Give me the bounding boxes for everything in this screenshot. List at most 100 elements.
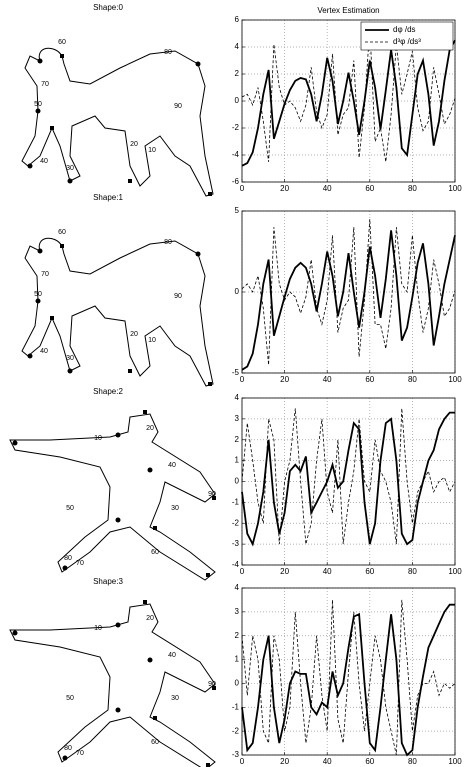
x-tick-label: 0 [240, 567, 245, 576]
legend-label: dφ /ds [393, 25, 416, 34]
vertex-marker [115, 432, 121, 438]
x-tick-label: 0 [240, 757, 245, 766]
y-tick-label: 4 [235, 393, 240, 402]
y-tick-label: 5 [235, 206, 240, 215]
vertex-label: 20 [146, 615, 154, 622]
y-tick-label: 3 [235, 607, 240, 616]
vertex-label: 50 [66, 695, 74, 702]
shape-title: Shape:0 [93, 3, 123, 12]
y-tick-label: 2 [235, 435, 240, 444]
vertex-marker [62, 755, 68, 761]
y-tick-label: 2 [235, 69, 240, 78]
x-tick-label: 40 [323, 567, 332, 576]
shape-outline [9, 413, 216, 581]
vertex-marker [128, 179, 132, 183]
vertex-marker [206, 763, 210, 767]
vertex-label: 60 [58, 229, 66, 236]
vertex-label: 40 [40, 348, 48, 355]
plot-frame [241, 19, 456, 183]
vertex-label: 10 [94, 435, 102, 442]
vertex-marker [212, 496, 216, 500]
vertex-marker [60, 244, 64, 248]
x-tick-label: 40 [323, 757, 332, 766]
shape-title: Shape:3 [93, 577, 123, 586]
x-tick-label: 100 [448, 757, 462, 766]
vertex-marker [143, 410, 147, 414]
vertex-label: 10 [148, 147, 156, 154]
y-tick-label: -2 [232, 726, 240, 735]
chart-title: Vertex Estimation [317, 6, 379, 15]
y-tick-label: 0 [235, 477, 240, 486]
vertex-label: 20 [130, 331, 138, 338]
vertex-label: 30 [171, 505, 179, 512]
y-tick-label: 3 [235, 414, 240, 423]
vertex-marker [128, 369, 132, 373]
series-line [241, 411, 455, 547]
y-tick-label: -2 [232, 518, 240, 527]
plot-frame [241, 210, 456, 374]
x-tick-label: 80 [408, 757, 417, 766]
y-tick-label: -3 [232, 750, 240, 759]
y-tick-label: -1 [232, 497, 240, 506]
y-tick-label: 6 [235, 15, 240, 24]
x-tick-label: 60 [365, 184, 374, 193]
vertex-label: 40 [40, 158, 48, 165]
plot-frame [241, 587, 456, 756]
x-tick-label: 100 [448, 184, 462, 193]
vertex-label: 50 [66, 505, 74, 512]
vertex-marker [153, 716, 157, 720]
shape-outline [21, 47, 214, 197]
series-line [241, 39, 456, 167]
x-tick-label: 0 [240, 184, 245, 193]
y-tick-label: -3 [232, 539, 240, 548]
vertex-marker [50, 126, 54, 130]
y-tick-label: -6 [232, 177, 240, 186]
y-tick-label: -5 [232, 368, 240, 377]
x-tick-label: 60 [365, 757, 374, 766]
vertex-marker [212, 686, 216, 690]
vertex-label: 40 [168, 462, 176, 469]
vertex-marker [195, 251, 201, 257]
y-tick-label: -2 [232, 123, 240, 132]
x-tick-label: 60 [365, 375, 374, 384]
vertex-label: 50 [34, 291, 42, 298]
y-tick-label: -4 [232, 150, 240, 159]
legend-label: d³φ /ds³ [393, 37, 421, 46]
y-tick-label: -1 [232, 702, 240, 711]
vertex-marker [115, 707, 121, 713]
vertex-label: 20 [130, 141, 138, 148]
series-line [241, 219, 456, 365]
vertex-label: 60 [151, 549, 159, 556]
series-line [241, 26, 456, 162]
vertex-label: 40 [168, 652, 176, 659]
y-tick-label: 0 [235, 679, 240, 688]
vertex-label: 70 [41, 81, 49, 88]
vertex-label: 30 [66, 355, 74, 362]
vertex-label: 90 [174, 293, 182, 300]
y-tick-label: 4 [235, 42, 240, 51]
vertex-label: 50 [34, 101, 42, 108]
vertex-marker [153, 526, 157, 530]
vertex-marker [35, 108, 41, 114]
vertex-marker [206, 573, 210, 577]
vertex-label: 30 [171, 695, 179, 702]
shape-panel: 10 20 30 40 50 60 70 80 90 [21, 229, 214, 387]
series-line [241, 230, 456, 371]
x-tick-label: 40 [323, 184, 332, 193]
vertex-marker [12, 630, 18, 636]
vertex-label: 80 [64, 555, 72, 562]
vertex-marker [147, 467, 153, 473]
vertex-marker [67, 368, 73, 374]
shapes: 10 20 30 40 50 60 70 80 90 Shape:0 10 20 30 40 50 60 70 8… [9, 3, 216, 767]
vertex-label: 70 [76, 560, 84, 567]
vertex-marker [143, 600, 147, 604]
vertex-marker [195, 61, 201, 67]
vertex-marker [67, 178, 73, 184]
vertex-label: 10 [148, 337, 156, 344]
